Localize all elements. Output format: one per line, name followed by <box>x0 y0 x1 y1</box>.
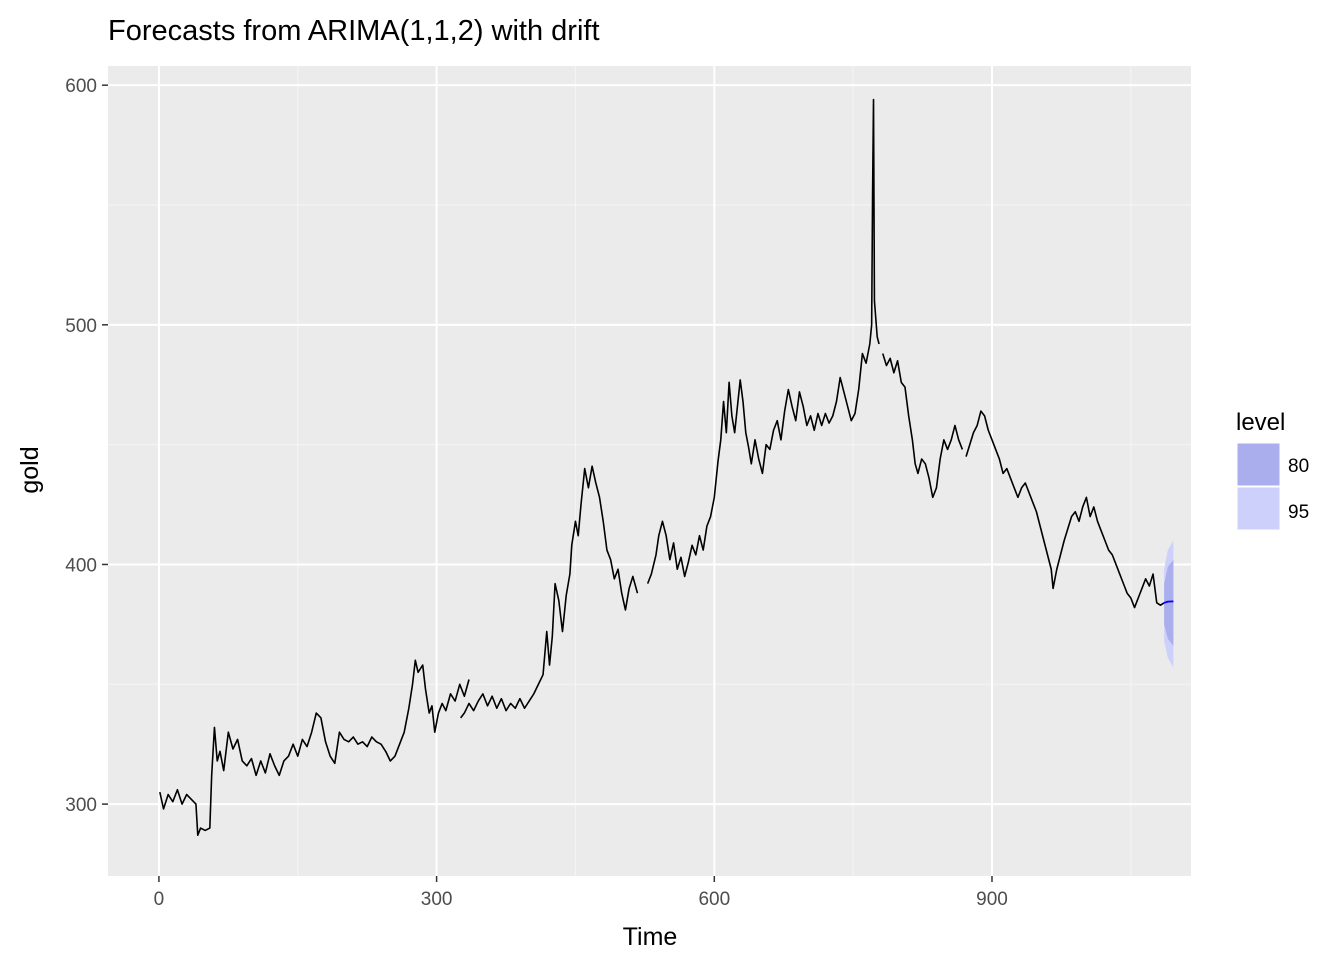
y-tick-label: 300 <box>65 795 97 816</box>
y-tick-label: 500 <box>65 316 97 337</box>
x-tick-label: 0 <box>154 889 165 910</box>
x-axis-title: Time <box>623 923 678 951</box>
forecast-interval-bands <box>1164 540 1174 668</box>
legend-key-95 <box>1236 486 1281 531</box>
x-tick-label: 900 <box>976 889 1008 910</box>
legend-label-95: 95 <box>1288 502 1309 523</box>
major-gridlines <box>108 66 1191 876</box>
legend-title: level <box>1236 409 1285 436</box>
observed-series-line <box>159 98 1165 837</box>
y-axis: 300 400 500 600 <box>65 76 108 816</box>
legend-key-80 <box>1236 442 1281 487</box>
x-tick-label: 300 <box>421 889 453 910</box>
legend: level 80 95 <box>1236 409 1309 531</box>
plot-panel <box>108 66 1191 876</box>
y-axis-title: gold <box>16 446 44 493</box>
interval-band-80 <box>1164 559 1174 646</box>
y-tick-label: 600 <box>65 76 97 97</box>
x-tick-label: 600 <box>698 889 730 910</box>
forecast-mean-line <box>1163 600 1174 604</box>
chart-title: Forecasts from ARIMA(1,1,2) with drift <box>108 15 600 47</box>
series-lines <box>159 98 1174 837</box>
y-tick-label: 400 <box>65 555 97 576</box>
x-axis: 0 300 600 900 <box>154 876 1008 910</box>
legend-label-80: 80 <box>1288 456 1309 477</box>
minor-gridlines <box>108 66 1191 876</box>
